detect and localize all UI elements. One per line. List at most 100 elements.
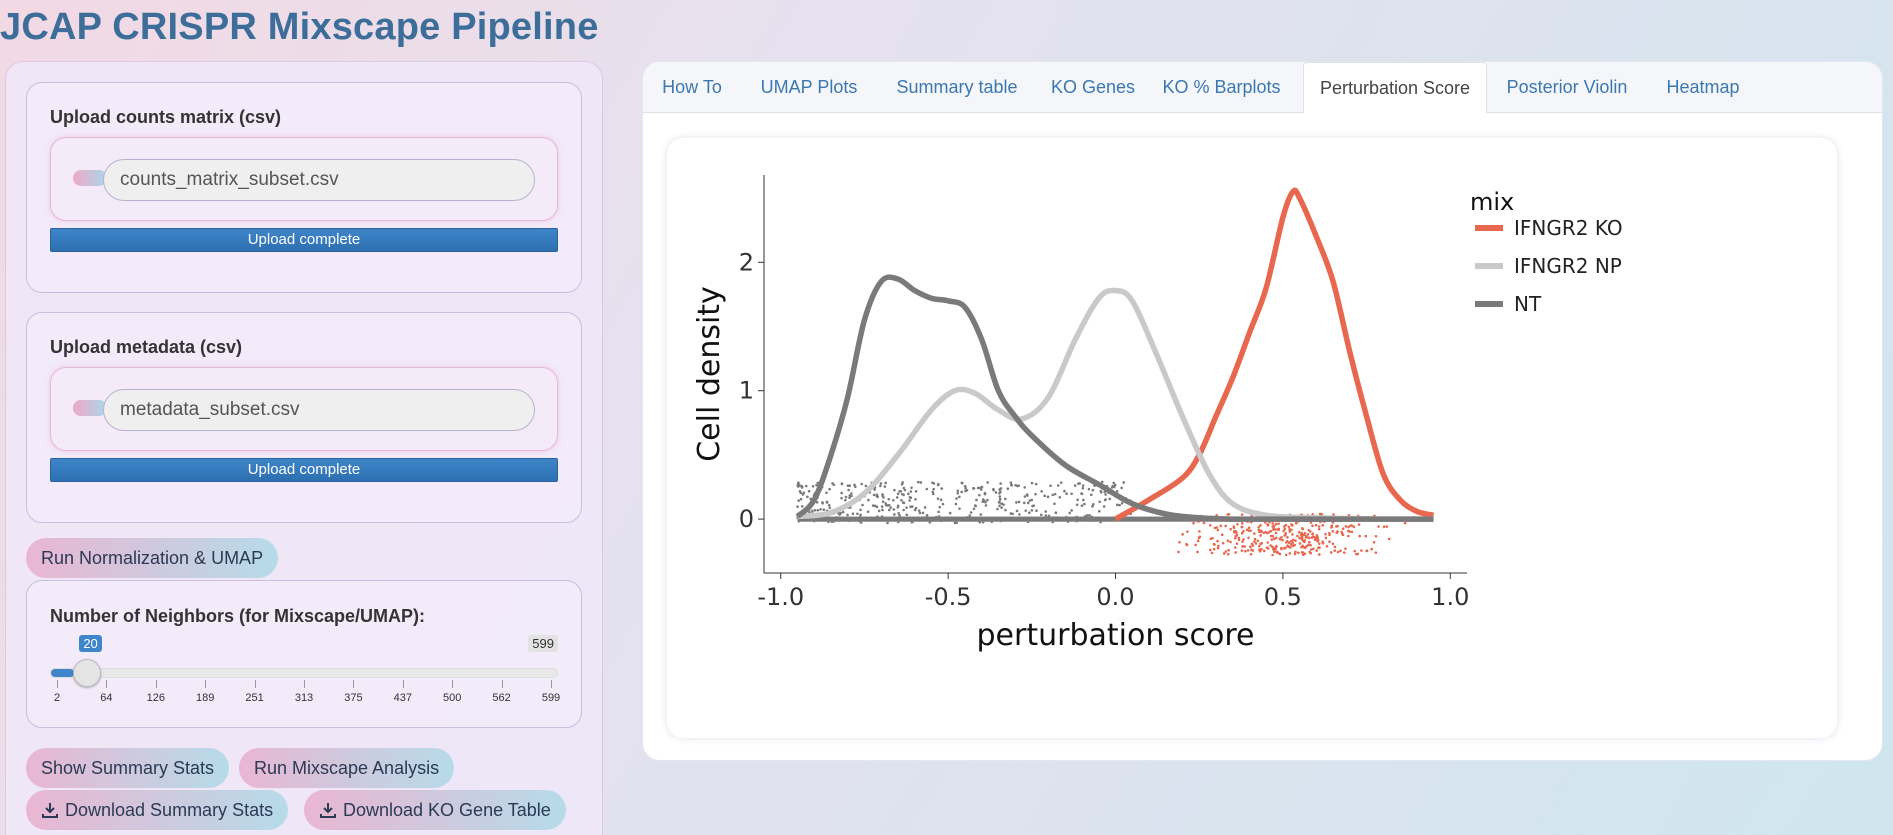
jitter-point <box>1118 503 1121 507</box>
jitter-point <box>1085 514 1089 517</box>
jitter-point <box>844 495 848 499</box>
jitter-point <box>802 491 806 495</box>
jitter-point <box>1267 530 1271 534</box>
jitter-point <box>1382 525 1386 529</box>
jitter-point <box>850 494 853 498</box>
jitter-point <box>1308 530 1312 533</box>
jitter-point <box>1053 502 1056 506</box>
jitter-point <box>1076 498 1079 502</box>
jitter-point <box>1202 521 1206 525</box>
jitter-point <box>1258 548 1261 551</box>
jitter-point <box>1198 530 1201 533</box>
jitter-point <box>1194 543 1197 547</box>
jitter-point <box>1298 542 1302 545</box>
slider-tick-label: 599 <box>541 692 561 704</box>
jitter-point <box>998 497 1002 501</box>
jitter-point <box>1315 534 1319 537</box>
jitter-point <box>1296 534 1299 538</box>
jitter-point <box>909 496 913 500</box>
jitter-point <box>1283 534 1286 537</box>
jitter-point <box>918 511 922 515</box>
counts-file-input[interactable]: counts_matrix_subset.csv <box>50 137 558 221</box>
jitter-point <box>1284 531 1287 535</box>
jitter-point <box>808 510 811 514</box>
jitter-point <box>1346 534 1350 538</box>
jitter-point <box>1240 531 1244 535</box>
metadata-upload-label: Upload metadata (csv) <box>50 337 243 357</box>
jitter-point <box>1301 551 1305 554</box>
jitter-point <box>1301 539 1305 543</box>
y-tick-label: 1 <box>739 377 754 405</box>
tab-perturbation-score[interactable]: Perturbation Score <box>1303 62 1487 114</box>
browse-button[interactable] <box>73 170 107 186</box>
jitter-point <box>1352 525 1356 529</box>
jitter-point <box>1233 530 1236 533</box>
download-summary-stats-button[interactable]: Download Summary Stats <box>26 790 289 830</box>
jitter-point <box>1245 528 1249 532</box>
jitter-point <box>916 480 920 484</box>
jitter-point <box>1348 530 1351 533</box>
tab-umap-plots[interactable]: UMAP Plots <box>760 77 858 97</box>
jitter-point <box>1216 546 1220 550</box>
jitter-point <box>1043 494 1046 498</box>
tab-heatmap[interactable]: Heatmap <box>1666 77 1740 97</box>
jitter-point <box>1274 536 1278 540</box>
tab-ko-barplots[interactable]: KO % Barplots <box>1162 77 1281 97</box>
show-summary-stats-button[interactable]: Show Summary Stats <box>26 748 230 788</box>
tab-summary-table[interactable]: Summary table <box>896 77 1018 97</box>
jitter-point <box>1311 524 1314 528</box>
counts-file-name[interactable]: counts_matrix_subset.csv <box>103 159 535 201</box>
x-tick-label: -1.0 <box>757 583 804 611</box>
browse-button[interactable] <box>73 400 107 416</box>
jitter-point <box>1035 509 1038 513</box>
y-tick-label: 0 <box>739 505 754 533</box>
jitter-point <box>1015 501 1018 504</box>
tab-how-to[interactable]: How To <box>662 77 722 97</box>
jitter-point <box>1075 503 1079 507</box>
jitter-point <box>963 484 967 488</box>
metadata-file-input[interactable]: metadata_subset.csv <box>50 367 558 451</box>
jitter-point <box>955 497 958 500</box>
jitter-point <box>936 497 940 500</box>
jitter-point <box>816 508 820 512</box>
slider-tick <box>304 680 305 688</box>
jitter-point <box>1028 511 1031 514</box>
jitter-point <box>893 513 896 516</box>
jitter-point <box>1009 481 1013 484</box>
jitter-point <box>1303 552 1307 556</box>
jitter-point <box>1336 550 1340 554</box>
jitter-point <box>940 487 944 490</box>
jitter-point <box>1281 538 1284 542</box>
neighbors-slider-track[interactable] <box>50 668 558 678</box>
tab-posterior-violin[interactable]: Posterior Violin <box>1506 77 1628 97</box>
jitter-point <box>807 489 811 493</box>
density-curves <box>795 187 1435 522</box>
metadata-file-name[interactable]: metadata_subset.csv <box>103 389 535 431</box>
slider-tick <box>402 680 404 688</box>
jitter-point <box>1403 521 1407 525</box>
jitter-point <box>996 507 999 511</box>
x-tick-label: 1.0 <box>1431 583 1469 611</box>
jitter-point <box>965 488 969 492</box>
run-normalization-button[interactable]: Run Normalization & UMAP <box>26 538 279 578</box>
neighbors-slider-handle[interactable] <box>73 659 102 687</box>
slider-tick <box>205 680 207 688</box>
y-tick-label: 2 <box>739 248 754 276</box>
jitter-point <box>932 482 936 485</box>
jitter-point <box>1092 502 1095 506</box>
jitter-point <box>1269 544 1273 547</box>
jitter-point <box>846 513 849 517</box>
jitter-point <box>819 508 822 511</box>
jitter-point <box>1087 487 1091 491</box>
jitter-point <box>1044 510 1048 513</box>
download-ko-gene-table-button[interactable]: Download KO Gene Table <box>304 790 566 830</box>
jitter-point <box>956 489 960 493</box>
slider-tick-label: 375 <box>344 692 363 704</box>
jitter-point <box>1242 538 1245 541</box>
jitter-point <box>902 486 906 490</box>
run-mixscape-button[interactable]: Run Mixscape Analysis <box>239 748 455 788</box>
jitter-point <box>1264 530 1268 534</box>
tab-ko-genes[interactable]: KO Genes <box>1050 77 1136 97</box>
jitter-point <box>1275 544 1278 548</box>
jitter-point <box>1287 525 1291 529</box>
